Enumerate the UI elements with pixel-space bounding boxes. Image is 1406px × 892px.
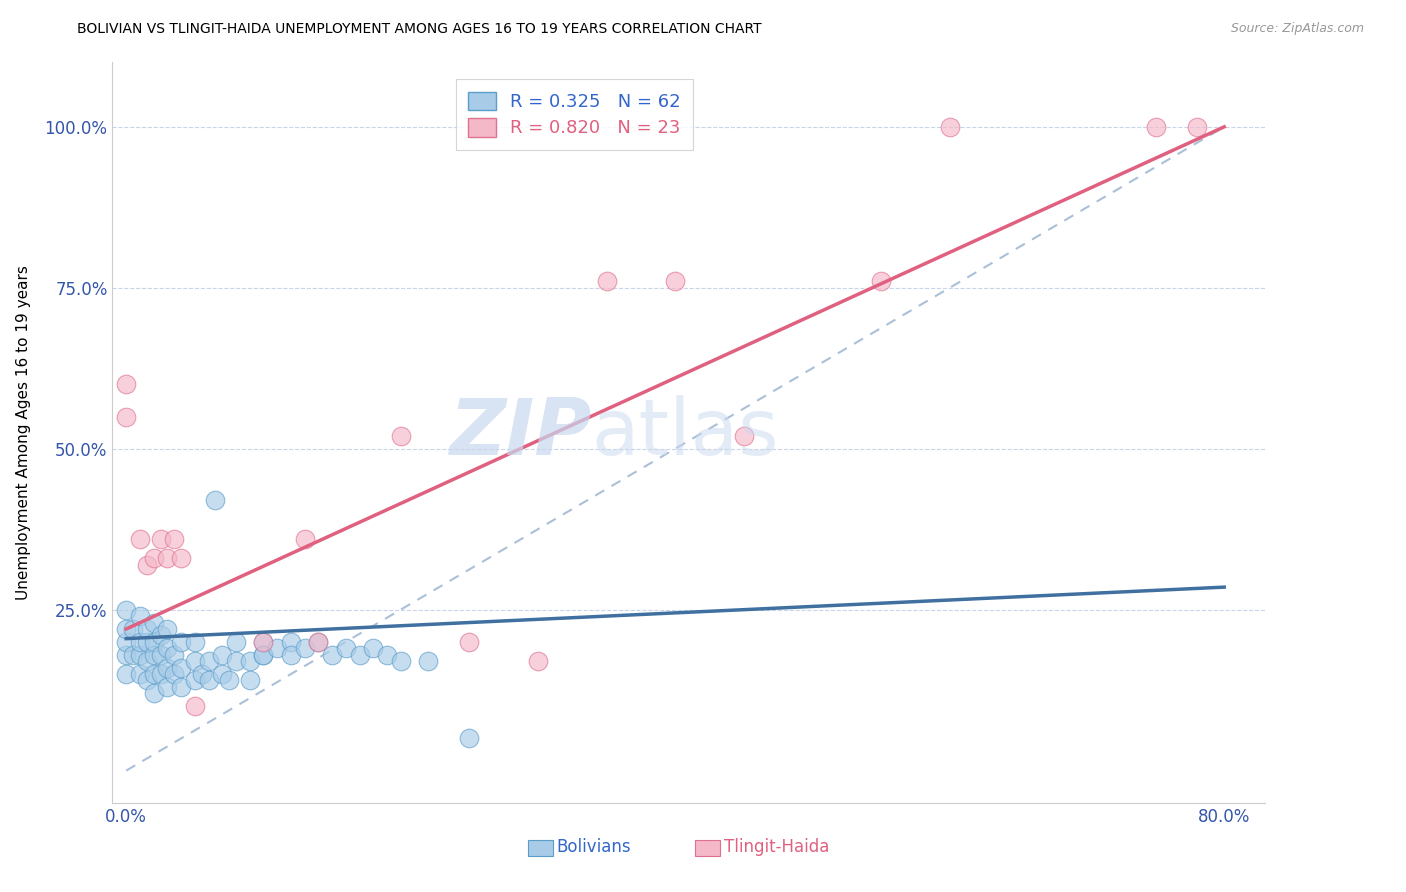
Point [307, 635, 329, 649]
Point [129, 648, 152, 662]
Point [184, 699, 207, 714]
Point [163, 667, 186, 681]
Point [135, 654, 157, 668]
Point [149, 648, 172, 662]
Point [733, 429, 755, 443]
Text: BOLIVIAN VS TLINGIT-HAIDA UNEMPLOYMENT AMONG AGES 16 TO 19 YEARS CORRELATION CHA: BOLIVIAN VS TLINGIT-HAIDA UNEMPLOYMENT A… [77, 22, 762, 37]
Point [870, 274, 893, 288]
Point [252, 635, 274, 649]
Text: atlas: atlas [591, 394, 779, 471]
Point [1144, 120, 1167, 134]
Point [142, 648, 165, 662]
Point [218, 673, 240, 688]
Point [115, 377, 138, 392]
Point [197, 654, 219, 668]
Point [239, 654, 262, 668]
Point [458, 731, 481, 746]
Point [197, 673, 219, 688]
Point [184, 635, 207, 649]
Point [142, 615, 165, 630]
Point [115, 602, 138, 616]
Point [389, 654, 412, 668]
Point [115, 648, 138, 662]
Point [170, 660, 193, 674]
Point [225, 635, 247, 649]
Point [129, 532, 152, 546]
Legend: R = 0.325   N = 62, R = 0.820   N = 23: R = 0.325 N = 62, R = 0.820 N = 23 [456, 78, 693, 150]
Point [1185, 120, 1208, 134]
Point [280, 648, 302, 662]
Point [163, 648, 186, 662]
Point [190, 667, 212, 681]
Point [266, 641, 288, 656]
Bar [527, 840, 553, 856]
Text: ZIP: ZIP [449, 394, 591, 471]
Point [280, 635, 302, 649]
Point [252, 648, 274, 662]
Text: Tlingit-Haida: Tlingit-Haida [724, 838, 830, 856]
Point [156, 622, 179, 636]
Point [170, 551, 193, 566]
Point [527, 654, 550, 668]
Point [122, 648, 145, 662]
Point [595, 274, 617, 288]
Point [389, 429, 412, 443]
Point [294, 532, 316, 546]
Point [142, 635, 165, 649]
Point [938, 120, 960, 134]
Point [122, 622, 145, 636]
Point [142, 686, 165, 700]
Y-axis label: Unemployment Among Ages 16 to 19 years: Unemployment Among Ages 16 to 19 years [15, 265, 31, 600]
Point [156, 641, 179, 656]
Point [135, 673, 157, 688]
Point [149, 667, 172, 681]
Point [307, 635, 329, 649]
Point [135, 558, 157, 572]
Point [156, 660, 179, 674]
Point [458, 635, 481, 649]
Point [252, 648, 274, 662]
Point [225, 654, 247, 668]
Point [375, 648, 398, 662]
Point [135, 622, 157, 636]
Point [211, 648, 233, 662]
Point [335, 641, 357, 656]
Point [664, 274, 686, 288]
Point [135, 635, 157, 649]
Point [129, 667, 152, 681]
Point [204, 493, 226, 508]
Point [149, 628, 172, 642]
Point [184, 673, 207, 688]
Point [252, 635, 274, 649]
Point [361, 641, 384, 656]
Point [349, 648, 371, 662]
Point [142, 667, 165, 681]
Point [115, 635, 138, 649]
Point [211, 667, 233, 681]
Point [170, 635, 193, 649]
Point [170, 680, 193, 694]
Point [149, 532, 172, 546]
Point [156, 680, 179, 694]
Point [321, 648, 343, 662]
Point [418, 654, 440, 668]
Point [115, 667, 138, 681]
Point [239, 673, 262, 688]
Point [129, 635, 152, 649]
Point [156, 551, 179, 566]
Point [184, 654, 207, 668]
Point [115, 409, 138, 424]
Point [129, 609, 152, 624]
Text: Source: ZipAtlas.com: Source: ZipAtlas.com [1230, 22, 1364, 36]
Point [163, 532, 186, 546]
Point [142, 551, 165, 566]
Point [115, 622, 138, 636]
Point [294, 641, 316, 656]
Text: Bolivians: Bolivians [557, 838, 631, 856]
Bar [695, 840, 720, 856]
